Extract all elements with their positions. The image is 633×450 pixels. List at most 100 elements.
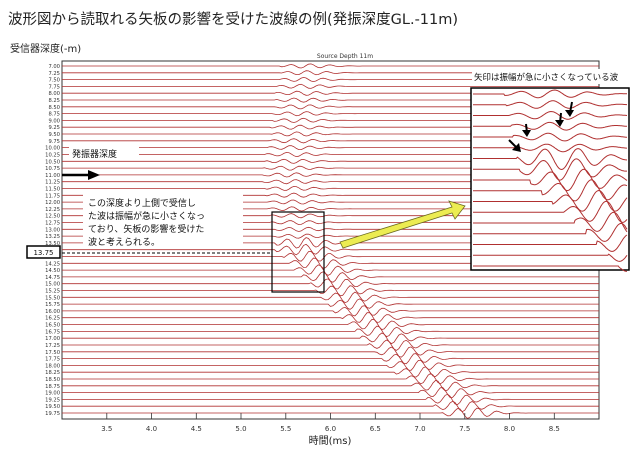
trace-44 xyxy=(62,360,599,371)
source-label-box xyxy=(69,147,139,160)
depth-label-4: 8.00 xyxy=(48,91,60,97)
inset-trace-8 xyxy=(473,168,628,192)
depth-label-43: 17.75 xyxy=(45,357,60,363)
inset-trace-3 xyxy=(473,121,627,131)
inset-trace-4 xyxy=(473,132,627,142)
depth-label-15: 10.75 xyxy=(45,166,60,172)
depth-label-22: 12.50 xyxy=(45,214,60,220)
y-axis-label: 受信器深度(-m) xyxy=(10,42,81,55)
inset-trace-2 xyxy=(473,110,628,120)
inset-arrow-1 xyxy=(565,101,574,117)
depth-tick-labels: 7.007.257.507.758.008.258.508.759.009.25… xyxy=(45,64,60,417)
x-axis-label: 時間(ms) xyxy=(309,435,352,447)
depth-label-36: 16.00 xyxy=(45,309,60,315)
x-tick-label-5: 6.0 xyxy=(325,425,336,433)
depth-label-21: 12.25 xyxy=(45,207,60,213)
depth-label-14: 10.50 xyxy=(45,159,60,165)
depth-label-39: 16.75 xyxy=(45,329,60,335)
depth-label-41: 17.25 xyxy=(45,343,60,349)
depth-label-1: 7.25 xyxy=(48,71,60,77)
zoom-inset: 矢印は振幅が急に小さくなっている波 xyxy=(470,69,630,272)
trace-48 xyxy=(62,387,599,398)
inset-trace-15 xyxy=(473,253,628,262)
note-box xyxy=(83,193,243,249)
highlight-depth-box xyxy=(26,245,61,259)
inset-trace-1 xyxy=(473,100,627,109)
note-line-3: ており、矢板の影響を受けた xyxy=(88,223,204,235)
x-tick-label-3: 5.0 xyxy=(235,425,246,433)
depth-label-46: 18.50 xyxy=(45,377,60,383)
trace-41 xyxy=(62,339,599,351)
inset-note: 矢印は振幅が急に小さくなっている波 xyxy=(474,72,619,83)
inset-trace-13 xyxy=(473,222,628,242)
trace-39 xyxy=(62,325,599,338)
depth-label-51: 19.75 xyxy=(45,411,60,417)
trace-49 xyxy=(62,393,599,406)
trace-42 xyxy=(62,346,599,358)
depth-label-34: 15.50 xyxy=(45,295,60,301)
depth-label-23: 12.75 xyxy=(45,221,60,227)
depth-label-8: 9.00 xyxy=(48,118,60,124)
trace-43 xyxy=(62,353,599,365)
trace-35 xyxy=(62,298,599,310)
inset-trace-14 xyxy=(473,234,628,252)
depth-label-18: 11.50 xyxy=(45,187,60,193)
depth-label-32: 15.00 xyxy=(45,282,60,288)
x-tick-label-0: 3.5 xyxy=(101,425,112,433)
depth-label-49: 19.25 xyxy=(45,397,60,403)
inset-trace-0 xyxy=(473,89,627,99)
inset-trace-5 xyxy=(473,143,627,153)
x-tick-label-9: 8.0 xyxy=(504,425,515,433)
depth-label-17: 11.25 xyxy=(45,180,60,186)
depth-label-30: 14.50 xyxy=(45,268,60,274)
depth-label-20: 12.00 xyxy=(45,200,60,206)
trace-34 xyxy=(62,291,599,304)
depth-label-26: 13.50 xyxy=(45,241,60,247)
trace-31 xyxy=(62,271,599,283)
trace-3 xyxy=(62,83,599,89)
inset-arrow-2 xyxy=(555,112,564,127)
source-arrow xyxy=(62,170,100,180)
depth-label-40: 17.00 xyxy=(45,336,60,342)
trace-40 xyxy=(62,332,599,345)
source-depth-label: 発振器深度 xyxy=(72,148,117,160)
depth-label-42: 17.50 xyxy=(45,350,60,356)
x-tick-label-4: 5.5 xyxy=(280,425,291,433)
inset-trace-10 xyxy=(473,189,628,212)
depth-label-35: 15.75 xyxy=(45,302,60,308)
depth-label-0: 7.00 xyxy=(48,64,60,70)
x-tick-label-7: 7.0 xyxy=(414,425,425,433)
zoom-source-box xyxy=(271,211,325,293)
depth-label-33: 15.25 xyxy=(45,289,60,295)
depth-label-13: 10.25 xyxy=(45,153,60,159)
depth-label-3: 7.75 xyxy=(48,84,60,90)
x-tick-label-8: 7.5 xyxy=(459,425,470,433)
depth-label-2: 7.50 xyxy=(48,78,60,84)
depth-label-10: 9.50 xyxy=(48,132,60,138)
depth-label-38: 16.50 xyxy=(45,323,60,329)
depth-label-12: 10.00 xyxy=(45,146,60,152)
inset-trace-11 xyxy=(473,200,628,223)
time-tick-labels: 3.5 4.0 4.5 5.0 5.5 6.0 6.5 7.0 7.5 8.0 8.5 xyxy=(101,413,560,433)
depth-label-11: 9.75 xyxy=(48,139,60,145)
inset-trace-12 xyxy=(473,211,628,233)
depth-label-48: 19.00 xyxy=(45,391,60,397)
inset-trace-9 xyxy=(473,179,628,202)
depth-label-45: 18.25 xyxy=(45,370,60,376)
inset-trace-16 xyxy=(473,265,628,272)
inset-arrow-3 xyxy=(522,123,531,137)
x-tick-label-1: 4.0 xyxy=(146,425,157,433)
depth-label-19: 11.75 xyxy=(45,193,60,199)
depth-label-37: 16.25 xyxy=(45,316,60,322)
note-line-2: た波は振幅が急に小さくなっ xyxy=(88,210,205,222)
trace-37 xyxy=(62,312,599,323)
note-line-1: この深度より上側で受信し xyxy=(88,197,196,209)
depth-label-16: 11.00 xyxy=(45,173,60,179)
trace-47 xyxy=(62,380,599,392)
depth-label-24: 13.00 xyxy=(45,227,60,233)
depth-label-47: 18.75 xyxy=(45,384,60,390)
trace-46 xyxy=(62,373,599,385)
inset-trace-7 xyxy=(473,158,627,181)
x-tick-label-2: 4.5 xyxy=(191,425,202,433)
